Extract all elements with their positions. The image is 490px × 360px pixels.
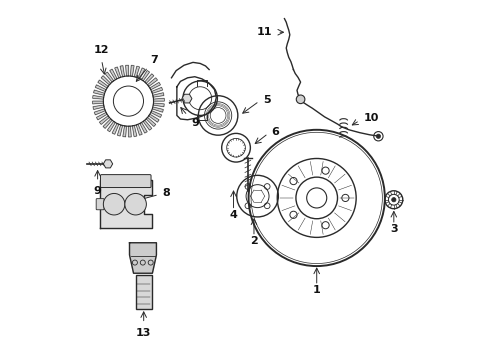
Polygon shape xyxy=(103,119,112,129)
Polygon shape xyxy=(98,80,108,88)
Text: 1: 1 xyxy=(313,285,320,296)
Text: 5: 5 xyxy=(264,95,271,105)
Polygon shape xyxy=(95,109,105,115)
Text: 13: 13 xyxy=(136,328,151,338)
Polygon shape xyxy=(153,93,164,97)
Polygon shape xyxy=(99,116,109,125)
Polygon shape xyxy=(136,124,142,135)
Polygon shape xyxy=(115,67,121,78)
Polygon shape xyxy=(123,126,126,137)
Polygon shape xyxy=(142,71,149,81)
Polygon shape xyxy=(93,95,104,99)
Polygon shape xyxy=(151,111,162,117)
Polygon shape xyxy=(97,113,107,120)
Text: 3: 3 xyxy=(390,225,398,234)
Text: 12: 12 xyxy=(94,45,109,55)
Circle shape xyxy=(125,193,147,215)
Polygon shape xyxy=(125,65,128,76)
Polygon shape xyxy=(150,82,160,90)
Polygon shape xyxy=(151,87,163,93)
Polygon shape xyxy=(120,66,124,77)
Polygon shape xyxy=(152,107,163,112)
FancyBboxPatch shape xyxy=(100,175,151,188)
Polygon shape xyxy=(105,72,114,82)
Polygon shape xyxy=(129,243,156,273)
Polygon shape xyxy=(145,74,154,84)
Polygon shape xyxy=(101,76,111,85)
Text: 8: 8 xyxy=(163,188,170,198)
Polygon shape xyxy=(153,98,164,101)
Polygon shape xyxy=(130,66,134,76)
Text: 2: 2 xyxy=(250,236,258,246)
Circle shape xyxy=(296,95,305,104)
Circle shape xyxy=(376,134,381,138)
Text: 10: 10 xyxy=(364,113,379,123)
Polygon shape xyxy=(153,103,164,107)
Polygon shape xyxy=(112,123,119,134)
Polygon shape xyxy=(140,122,147,133)
Polygon shape xyxy=(146,117,156,126)
Polygon shape xyxy=(100,180,152,228)
Text: 7: 7 xyxy=(151,54,158,64)
Text: 4: 4 xyxy=(230,210,238,220)
Polygon shape xyxy=(107,121,115,132)
Polygon shape xyxy=(93,105,104,109)
Polygon shape xyxy=(110,69,117,80)
Polygon shape xyxy=(134,66,140,77)
Polygon shape xyxy=(118,125,122,136)
Text: 11: 11 xyxy=(257,27,272,37)
Circle shape xyxy=(103,193,125,215)
Polygon shape xyxy=(128,126,131,137)
Polygon shape xyxy=(149,114,159,122)
Polygon shape xyxy=(138,68,145,79)
Circle shape xyxy=(392,198,396,202)
Polygon shape xyxy=(132,126,137,136)
Text: 9: 9 xyxy=(94,186,101,197)
Polygon shape xyxy=(143,120,152,130)
FancyBboxPatch shape xyxy=(96,199,104,210)
Polygon shape xyxy=(96,85,106,91)
Text: 9: 9 xyxy=(191,118,199,128)
Polygon shape xyxy=(93,101,103,104)
Polygon shape xyxy=(94,90,104,95)
Polygon shape xyxy=(147,78,157,86)
Text: 6: 6 xyxy=(271,127,279,136)
Bar xyxy=(136,275,152,309)
